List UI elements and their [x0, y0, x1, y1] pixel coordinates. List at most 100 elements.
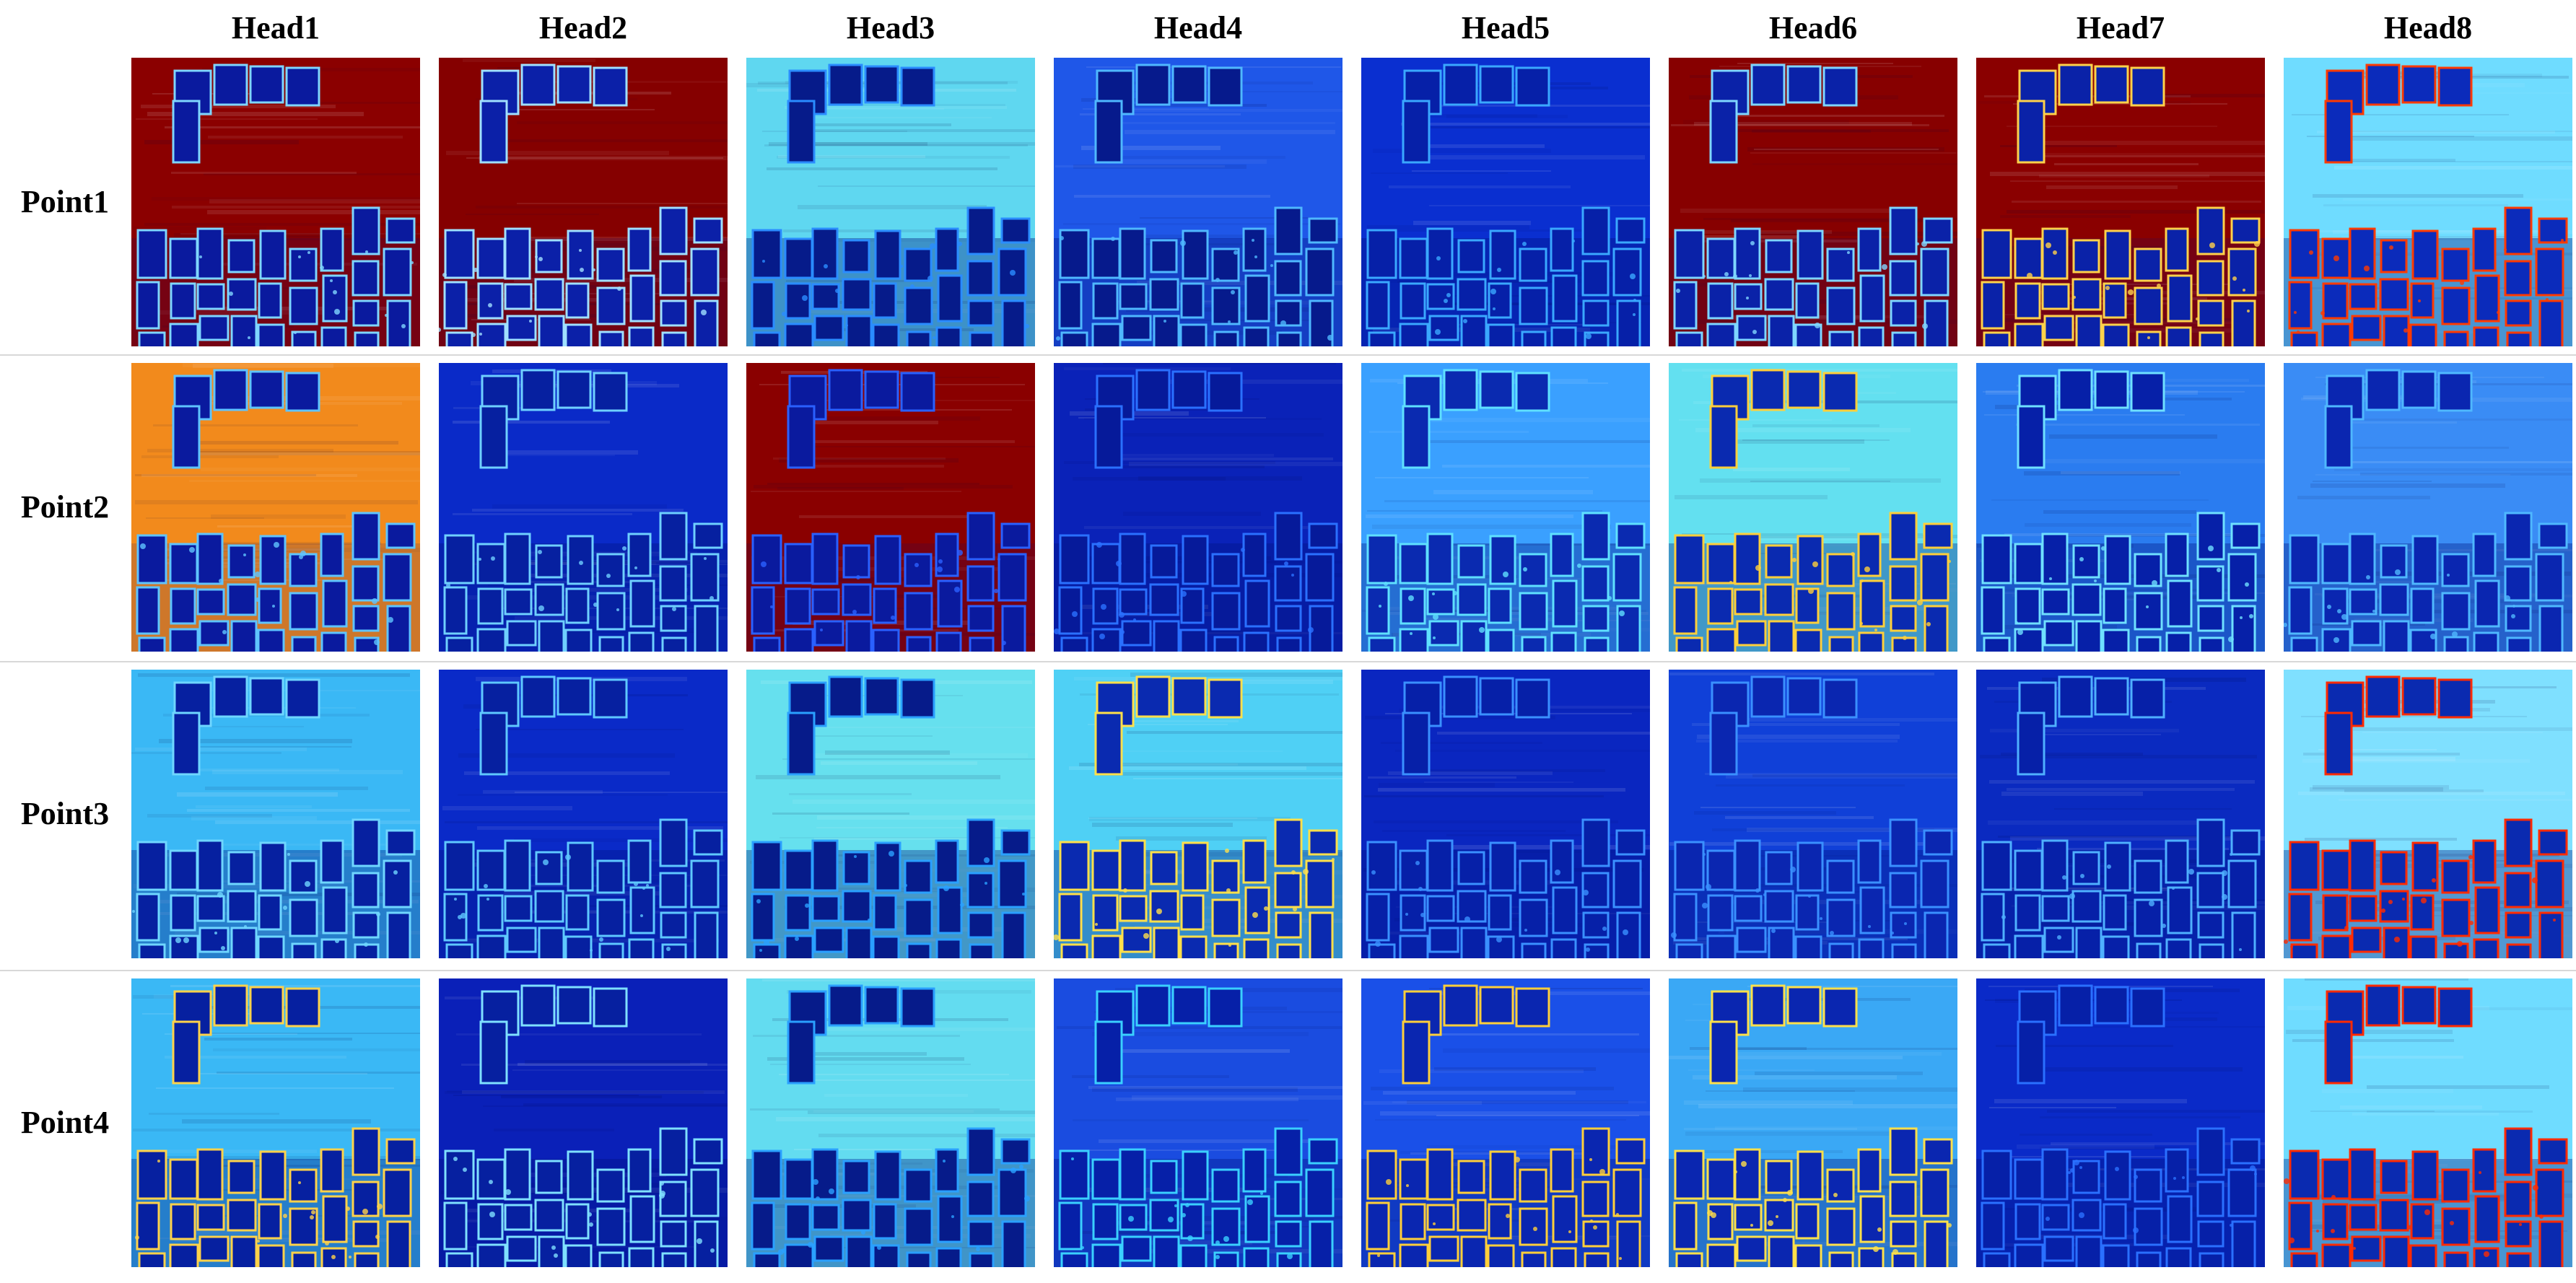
building-bottom: [1981, 1150, 2012, 1200]
building-bottom: [1924, 605, 1949, 652]
building-bottom: [598, 636, 624, 652]
heatmap-canvas: [1976, 978, 2265, 1267]
building-bottom: [1149, 890, 1179, 923]
highlight-spot: [1072, 611, 1078, 617]
texture-streak: [813, 1110, 974, 1113]
building-bottom: [170, 1203, 196, 1240]
building-bottom: [1153, 1235, 1180, 1267]
highlight-spot: [2094, 579, 2097, 582]
texture-streak: [1112, 1049, 1290, 1053]
highlight-spot: [1568, 1230, 1571, 1233]
building-bottom: [1673, 586, 1698, 635]
highlight-spot: [1891, 932, 1894, 934]
building-bottom: [906, 636, 932, 652]
building-bottom: [1582, 299, 1610, 327]
texture-streak: [2022, 922, 2140, 926]
building-bottom: [1673, 893, 1698, 942]
building-bottom: [1983, 1252, 2011, 1267]
texture-streak: [1706, 1090, 1855, 1092]
highlight-spot: [2209, 242, 2215, 248]
building-bottom: [1274, 565, 1302, 602]
building-bottom: [1000, 217, 1031, 244]
building-bottom: [2349, 533, 2376, 585]
building-bottom: [2167, 886, 2193, 934]
building-bottom: [1243, 938, 1270, 958]
building-bottom: [1795, 894, 1820, 931]
building-bottom: [2014, 1243, 2044, 1267]
building-bottom: [2505, 605, 2532, 632]
building-bottom: [2165, 631, 2192, 652]
building-bottom: [1428, 927, 1459, 953]
texture-streak: [166, 559, 409, 560]
building-bottom: [811, 533, 839, 585]
texture-streak: [165, 579, 325, 581]
highlight-spot: [2421, 898, 2427, 903]
building-bottom: [969, 636, 995, 652]
heatmap-canvas: [746, 363, 1035, 652]
building-top: [1208, 987, 1243, 1028]
building-bottom: [444, 229, 475, 279]
building-bottom: [872, 629, 900, 652]
highlight-spot: [1060, 236, 1064, 240]
texture-streak: [2300, 932, 2562, 934]
building-bottom: [935, 631, 962, 652]
building-bottom: [1242, 533, 1267, 577]
building-bottom: [2411, 535, 2439, 585]
highlight-spot: [2062, 875, 2066, 880]
highlight-spot: [222, 630, 227, 634]
building-bottom: [2321, 934, 2352, 958]
texture-streak: [1394, 575, 1517, 579]
texture-streak: [1747, 147, 1944, 152]
building-bottom: [1706, 237, 1736, 279]
highlight-spot: [1156, 908, 1162, 914]
building-top: [520, 984, 556, 1027]
texture-streak: [2333, 230, 2572, 234]
highlight-spot: [2341, 614, 2347, 620]
building-bottom: [1552, 886, 1578, 934]
texture-streak: [477, 826, 723, 830]
building-bottom: [2134, 859, 2162, 894]
building-bottom: [1368, 331, 1396, 346]
highlight-spot: [1375, 941, 1381, 947]
heatmap-canvas: [131, 58, 420, 346]
building-bottom: [904, 898, 933, 937]
highlight-spot: [2284, 940, 2288, 944]
highlight-spot: [214, 932, 217, 934]
highlight-spot: [221, 946, 225, 950]
building-top: [213, 984, 248, 1027]
building-bottom: [386, 911, 411, 958]
texture-streak: [1752, 130, 1871, 133]
heatmap-point4-head5: [1361, 978, 1650, 1267]
texture-streak: [1380, 1111, 1650, 1116]
row-header-point1: Point1: [20, 184, 110, 219]
texture-streak: [453, 421, 610, 424]
highlight-spot: [1056, 336, 1060, 341]
highlight-spot: [1433, 614, 1438, 620]
building-bottom: [2411, 841, 2439, 892]
building-bottom: [628, 631, 655, 652]
highlight-spot: [529, 320, 532, 323]
building-bottom: [385, 217, 416, 244]
building-bottom: [596, 1207, 626, 1246]
building-bottom: [2409, 935, 2437, 958]
highlight-spot: [599, 937, 603, 942]
building-bottom: [1211, 248, 1240, 282]
building-bottom: [564, 1244, 593, 1267]
building-bottom: [320, 938, 347, 958]
building-bottom: [2102, 1244, 2130, 1267]
building-bottom: [1736, 620, 1767, 647]
highlight-spot: [1446, 293, 1451, 297]
texture-streak: [2333, 159, 2455, 162]
building-top: [1479, 370, 1514, 409]
building-bottom: [1859, 274, 1885, 323]
texture-streak: [2040, 875, 2223, 879]
highlight-spot: [1750, 241, 1755, 245]
texture-streak: [180, 233, 420, 235]
building-bottom: [1550, 1148, 1574, 1193]
building-bottom: [1889, 260, 1917, 297]
texture-streak: [1703, 218, 1957, 220]
texture-streak: [1752, 536, 1942, 540]
texture-streak: [466, 214, 599, 215]
texture-streak: [1443, 1048, 1650, 1053]
highlight-spot: [257, 1240, 260, 1243]
